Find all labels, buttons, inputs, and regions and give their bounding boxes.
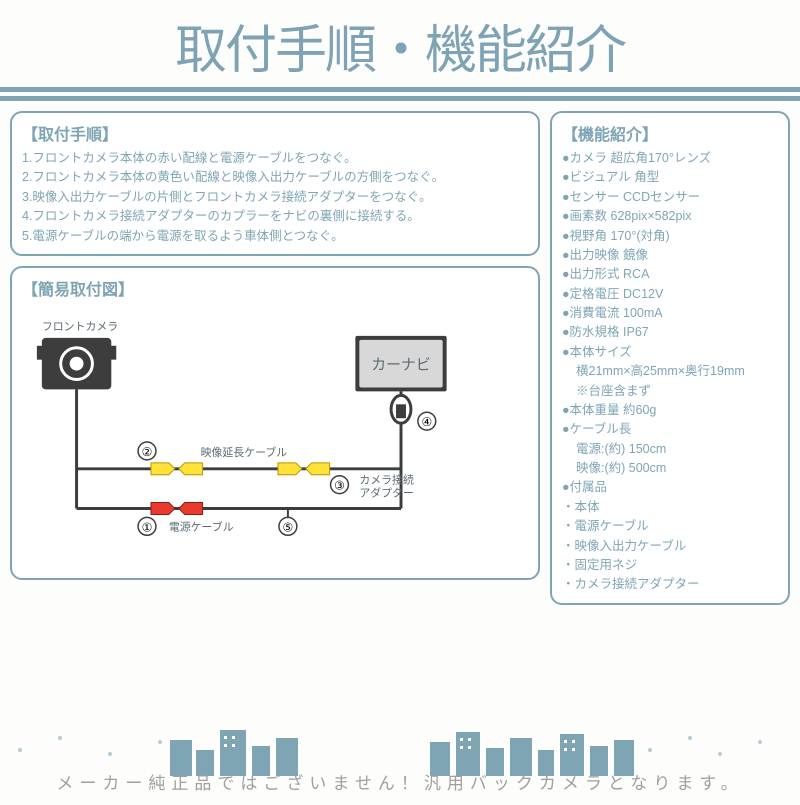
- page-title: 取付手順・機能紹介: [0, 0, 800, 101]
- specs-item: ・本体: [562, 498, 778, 517]
- navi-label: カーナビ: [371, 356, 431, 373]
- specs-item: ●付属品: [562, 478, 778, 497]
- specs-item: 横21mm×高25mm×奥行19mm: [562, 362, 778, 381]
- svg-text:③: ③: [334, 479, 345, 493]
- skyline-decor: [0, 720, 800, 800]
- specs-panel: 【機能紹介】 ●カメラ 超広角170°レンズ●ビジュアル 角型●センサー CCD…: [550, 111, 790, 605]
- power-label: 電源ケーブル: [169, 519, 234, 533]
- specs-item: ●画素数 628pix×582pix: [562, 207, 778, 226]
- specs-item: ●ビジュアル 角型: [562, 168, 778, 187]
- specs-item: ●消費電流 100mA: [562, 304, 778, 323]
- specs-item: ●出力映像 鏡像: [562, 246, 778, 265]
- specs-item: 映像:(約) 500cm: [562, 459, 778, 478]
- svg-text:④: ④: [421, 415, 432, 429]
- install-step: 3.映像入出力ケーブルの片側とフロントカメラ接続アダプターをつなぐ。: [22, 188, 528, 207]
- install-heading: 【取付手順】: [22, 121, 528, 145]
- disclaimer-text: メーカー純正品ではございません！汎用バックカメラとなります。: [0, 769, 800, 794]
- specs-item: 電源:(約) 150cm: [562, 440, 778, 459]
- install-step: 2.フロントカメラ本体の黄色い配線と映像入出力ケーブルの方側をつなぐ。: [22, 168, 528, 187]
- svg-text:①: ①: [142, 520, 153, 534]
- install-panel: 【取付手順】 1.フロントカメラ本体の赤い配線と電源ケーブルをつなぐ。 2.フロ…: [10, 111, 540, 256]
- specs-item: ●センサー CCDセンサー: [562, 188, 778, 207]
- svg-text:②: ②: [142, 445, 153, 459]
- specs-item: ●定格電圧 DC12V: [562, 285, 778, 304]
- wiring-diagram: フロントカメラ カーナビ ④: [22, 304, 528, 584]
- specs-item: ※台座含まず: [562, 382, 778, 401]
- specs-item: ・カメラ接続アダプター: [562, 575, 778, 594]
- specs-item: ●本体重量 約60g: [562, 401, 778, 420]
- specs-item: ●カメラ 超広角170°レンズ: [562, 149, 778, 168]
- specs-item: ・映像入出力ケーブル: [562, 537, 778, 556]
- specs-item: ●出力形式 RCA: [562, 265, 778, 284]
- svg-text:⑤: ⑤: [283, 520, 294, 534]
- specs-item: ●ケーブル長: [562, 420, 778, 439]
- specs-heading: 【機能紹介】: [562, 121, 778, 145]
- specs-item: ・固定用ネジ: [562, 556, 778, 575]
- specs-list: ●カメラ 超広角170°レンズ●ビジュアル 角型●センサー CCDセンサー●画素…: [562, 149, 778, 595]
- specs-item: ●防水規格 IP67: [562, 323, 778, 342]
- adapter-label: カメラ接続 アダプター: [359, 473, 417, 500]
- install-steps: 1.フロントカメラ本体の赤い配線と電源ケーブルをつなぐ。 2.フロントカメラ本体…: [22, 149, 528, 246]
- specs-item: ●本体サイズ: [562, 343, 778, 362]
- install-step: 5.電源ケーブルの端から電源を取るよう車体側とつなぐ。: [22, 227, 528, 246]
- specs-item: ●視野角 170°(対角): [562, 227, 778, 246]
- diagram-heading: 【簡易取付図】: [22, 276, 528, 300]
- install-step: 4.フロントカメラ接続アダプターのカプラーをナビの裏側に接続する。: [22, 207, 528, 226]
- specs-item: ・電源ケーブル: [562, 517, 778, 536]
- diagram-panel: 【簡易取付図】 フロントカメラ カーナビ: [10, 266, 540, 580]
- video-ext-label: 映像延長ケーブル: [201, 445, 288, 459]
- install-step: 1.フロントカメラ本体の赤い配線と電源ケーブルをつなぐ。: [22, 149, 528, 168]
- camera-label: フロントカメラ: [42, 320, 118, 333]
